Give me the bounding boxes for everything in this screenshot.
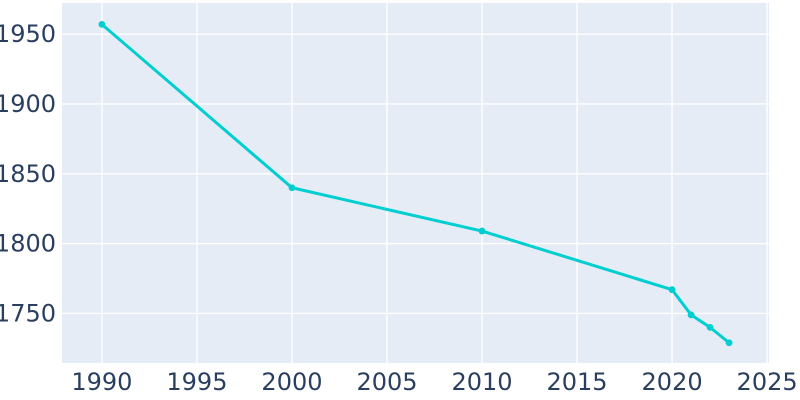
data-point: [668, 286, 676, 294]
x-tick-label: 2005: [356, 368, 417, 396]
x-tick-label: 2015: [547, 368, 608, 396]
plot-background: [62, 3, 769, 363]
data-point: [478, 227, 486, 235]
y-tick-label: 1900: [0, 90, 56, 118]
data-point: [288, 184, 296, 192]
y-tick-label: 1850: [0, 160, 56, 188]
x-tick-label: 2020: [642, 368, 703, 396]
y-tick-label: 1950: [0, 20, 56, 48]
data-point: [687, 311, 695, 319]
x-tick-label: 2010: [451, 368, 512, 396]
y-tick-label: 1800: [0, 230, 56, 258]
x-tick-label: 2025: [737, 368, 798, 396]
x-tick-label: 1995: [166, 368, 227, 396]
data-point: [98, 20, 106, 28]
y-tick-label: 1750: [0, 299, 56, 327]
data-point: [706, 323, 714, 331]
data-point: [725, 339, 733, 347]
x-tick-label: 2000: [261, 368, 322, 396]
x-tick-label: 1990: [71, 368, 132, 396]
